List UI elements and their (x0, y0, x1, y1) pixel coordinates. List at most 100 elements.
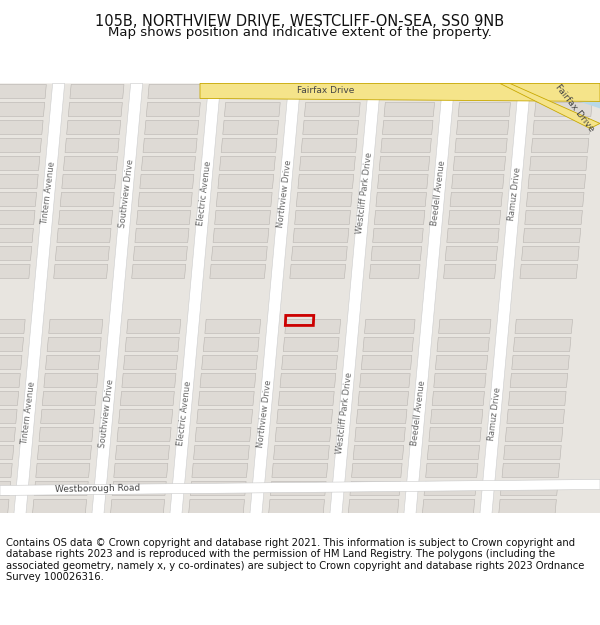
Polygon shape (457, 121, 509, 134)
Polygon shape (361, 356, 412, 369)
Polygon shape (455, 138, 507, 152)
Polygon shape (445, 246, 497, 261)
Polygon shape (135, 228, 189, 242)
Text: Southview Drive: Southview Drive (98, 379, 116, 448)
Text: Southview Drive: Southview Drive (118, 159, 136, 228)
Polygon shape (525, 211, 583, 224)
Polygon shape (292, 246, 347, 261)
Text: Westcliff Park Drive: Westcliff Park Drive (335, 372, 355, 455)
Polygon shape (530, 156, 587, 171)
Polygon shape (122, 373, 176, 388)
Text: Northview Drive: Northview Drive (256, 379, 274, 448)
Polygon shape (450, 192, 502, 206)
Polygon shape (352, 464, 402, 478)
Polygon shape (500, 83, 600, 129)
Polygon shape (535, 102, 592, 116)
Polygon shape (67, 121, 121, 134)
Text: Westborough Road: Westborough Road (55, 483, 140, 494)
Polygon shape (0, 192, 37, 206)
Text: Fairfax Drive: Fairfax Drive (553, 83, 596, 134)
Polygon shape (283, 338, 339, 351)
Polygon shape (39, 428, 93, 441)
Polygon shape (203, 338, 259, 351)
Polygon shape (0, 319, 25, 334)
Polygon shape (275, 428, 331, 441)
Text: Ramuz Drive: Ramuz Drive (487, 386, 503, 441)
Polygon shape (60, 192, 114, 206)
Polygon shape (384, 102, 434, 116)
Polygon shape (188, 499, 244, 514)
Polygon shape (515, 319, 572, 334)
Polygon shape (57, 228, 111, 242)
Polygon shape (512, 356, 569, 369)
Polygon shape (138, 192, 192, 206)
Polygon shape (503, 446, 561, 459)
Text: Beedell Avenue: Beedell Avenue (430, 160, 447, 227)
Polygon shape (427, 446, 479, 459)
Polygon shape (62, 174, 116, 189)
Polygon shape (437, 338, 490, 351)
Polygon shape (301, 138, 357, 152)
Text: Tintern Avenue: Tintern Avenue (20, 381, 37, 446)
Polygon shape (34, 481, 88, 496)
Polygon shape (0, 464, 12, 478)
Polygon shape (342, 83, 443, 514)
Polygon shape (526, 192, 584, 206)
Polygon shape (112, 481, 166, 496)
Polygon shape (133, 246, 187, 261)
Polygon shape (0, 102, 45, 116)
Polygon shape (359, 373, 410, 388)
Text: Northview Drive: Northview Drive (276, 159, 293, 228)
Polygon shape (0, 499, 9, 514)
Polygon shape (132, 264, 186, 279)
Polygon shape (127, 319, 181, 334)
Polygon shape (371, 246, 422, 261)
Polygon shape (218, 174, 274, 189)
Polygon shape (0, 356, 22, 369)
Polygon shape (65, 138, 119, 152)
Polygon shape (55, 246, 109, 261)
Polygon shape (0, 83, 53, 514)
Polygon shape (182, 83, 289, 514)
Polygon shape (0, 391, 19, 406)
Polygon shape (0, 338, 23, 351)
Polygon shape (270, 481, 326, 496)
Polygon shape (59, 211, 113, 224)
Polygon shape (143, 138, 197, 152)
Polygon shape (221, 138, 277, 152)
Polygon shape (68, 102, 122, 116)
Polygon shape (44, 373, 98, 388)
Polygon shape (0, 373, 20, 388)
Text: Beedell Avenue: Beedell Avenue (410, 380, 427, 447)
Polygon shape (298, 174, 354, 189)
Polygon shape (0, 156, 40, 171)
Polygon shape (281, 356, 337, 369)
Polygon shape (210, 264, 266, 279)
Polygon shape (436, 356, 488, 369)
Polygon shape (41, 409, 95, 424)
Polygon shape (125, 338, 179, 351)
Polygon shape (381, 138, 431, 152)
Polygon shape (507, 409, 565, 424)
Polygon shape (272, 464, 328, 478)
Polygon shape (217, 192, 272, 206)
Polygon shape (370, 264, 420, 279)
Polygon shape (49, 319, 103, 334)
Polygon shape (280, 373, 336, 388)
Text: Fairfax Drive: Fairfax Drive (298, 86, 355, 95)
Polygon shape (448, 211, 501, 224)
Polygon shape (192, 464, 248, 478)
Polygon shape (250, 83, 301, 514)
Polygon shape (0, 264, 30, 279)
Polygon shape (358, 391, 409, 406)
Polygon shape (0, 479, 600, 496)
Polygon shape (195, 428, 251, 441)
Polygon shape (424, 481, 476, 496)
Polygon shape (296, 192, 352, 206)
Polygon shape (303, 121, 359, 134)
Polygon shape (434, 373, 486, 388)
Polygon shape (117, 428, 171, 441)
Polygon shape (510, 373, 568, 388)
Polygon shape (500, 481, 558, 496)
Polygon shape (416, 83, 518, 514)
